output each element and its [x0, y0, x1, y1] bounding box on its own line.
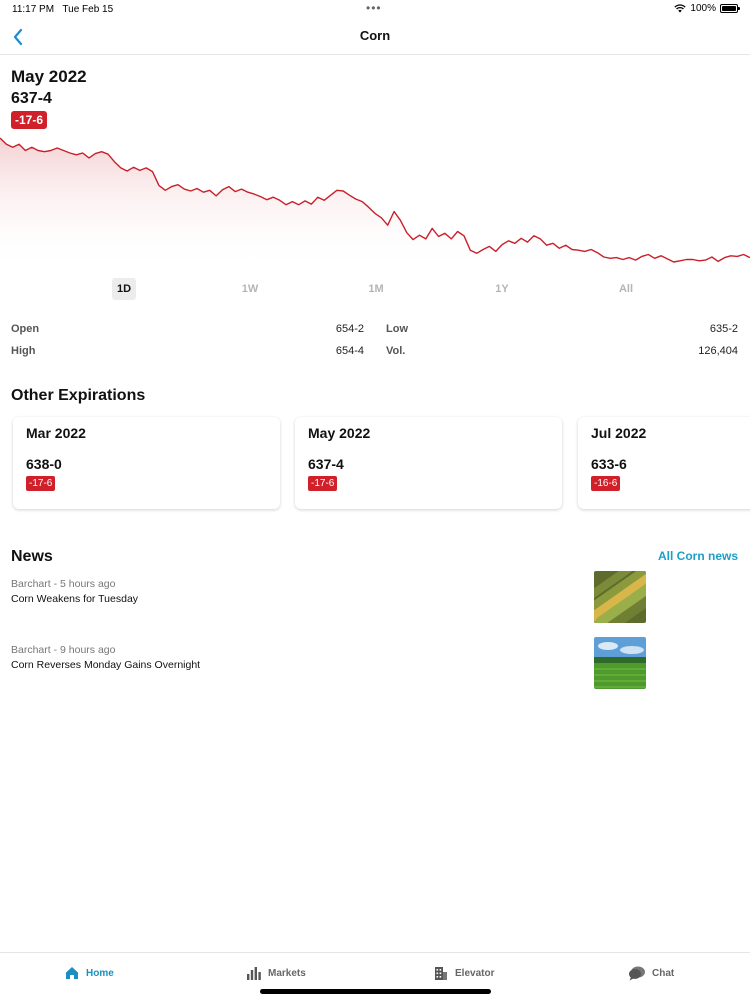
expiration-name: May 2022: [308, 425, 371, 441]
tab-label: Home: [86, 967, 114, 979]
news-title: News: [11, 548, 53, 565]
expiration-card-mar-2022[interactable]: Mar 2022 638-0 -17-6: [13, 417, 280, 509]
corn-cob-image: [594, 571, 646, 623]
status-indicators: 100%: [674, 3, 740, 14]
tab-markets[interactable]: Markets: [246, 965, 306, 981]
range-tab-1w[interactable]: 1W: [241, 283, 259, 295]
current-price: 637-4: [11, 90, 52, 107]
expiration-price: 638-0: [26, 456, 62, 472]
high-label: High: [11, 345, 36, 357]
building-icon: [435, 967, 447, 980]
low-value: 635-2: [709, 323, 738, 335]
status-bar: 11:17 PM Tue Feb 15 ••• 100%: [0, 0, 750, 18]
home-icon: [66, 967, 78, 979]
expiration-price: 633-6: [591, 456, 627, 472]
range-tab-1m[interactable]: 1M: [368, 283, 384, 295]
high-value: 654-4: [335, 345, 364, 357]
news-item[interactable]: Barchart - 5 hours ago Corn Weakens for …: [11, 571, 651, 630]
status-time: 11:17 PM Tue Feb 15: [12, 4, 114, 15]
low-label: Low: [386, 323, 408, 335]
tab-label: Elevator: [455, 967, 495, 979]
open-label: Open: [11, 323, 40, 335]
chat-bubble-icon: [629, 966, 645, 981]
news-item[interactable]: Barchart - 9 hours ago Corn Reverses Mon…: [11, 637, 651, 696]
price-chart[interactable]: [0, 130, 750, 270]
tab-elevator[interactable]: Elevator: [433, 965, 494, 981]
expiration-name: Jul 2022: [591, 425, 647, 441]
volume-value: 126,404: [698, 345, 738, 357]
tab-chat[interactable]: Chat: [628, 965, 674, 981]
volume-label: Vol.: [386, 345, 406, 357]
tab-home[interactable]: Home: [64, 965, 114, 981]
range-tab-1d[interactable]: 1D: [112, 278, 136, 300]
expiration-price: 637-4: [308, 456, 344, 472]
range-tab-all[interactable]: All: [618, 283, 634, 295]
news-source: Barchart - 9 hours ago: [11, 644, 116, 656]
chevron-left-icon[interactable]: [8, 26, 30, 48]
expiration-change-badge: -17-6: [308, 476, 338, 491]
range-tab-1y[interactable]: 1Y: [495, 283, 509, 295]
home-indicator: [260, 989, 491, 994]
tab-label: Chat: [652, 967, 675, 979]
news-source: Barchart - 5 hours ago: [11, 578, 116, 590]
chart-price-line: [0, 137, 750, 263]
navigation-bar: Corn: [0, 18, 750, 55]
battery-icon: [720, 4, 740, 13]
wifi-icon: [674, 4, 687, 13]
corn-field-image: [594, 637, 646, 689]
chart-area-fill: [0, 138, 750, 270]
battery-percent: 100%: [690, 3, 716, 14]
all-corn-news-link[interactable]: All Corn news: [657, 549, 738, 563]
contract-month: May 2022: [11, 67, 87, 86]
expiration-card-may-2022[interactable]: May 2022 637-4 -17-6: [295, 417, 562, 509]
expiration-change-badge: -16-6: [591, 476, 621, 491]
tab-label: Markets: [268, 967, 306, 979]
news-headline: Corn Weakens for Tuesday: [11, 593, 139, 605]
other-expirations-title: Other Expirations: [11, 387, 146, 404]
multitasking-dots-icon[interactable]: •••: [366, 1, 382, 15]
price-change-badge: -17-6: [11, 111, 48, 129]
expiration-card-jul-2022[interactable]: Jul 2022 633-6 -16-6: [578, 417, 750, 509]
expiration-name: Mar 2022: [26, 425, 86, 441]
page-title: Corn: [359, 28, 391, 43]
bar-chart-icon: [247, 967, 261, 980]
range-selector: 1D 1W 1M 1Y All: [0, 278, 750, 300]
expiration-change-badge: -17-6: [26, 476, 56, 491]
news-headline: Corn Reverses Monday Gains Overnight: [11, 659, 201, 671]
open-value: 654-2: [335, 323, 364, 335]
